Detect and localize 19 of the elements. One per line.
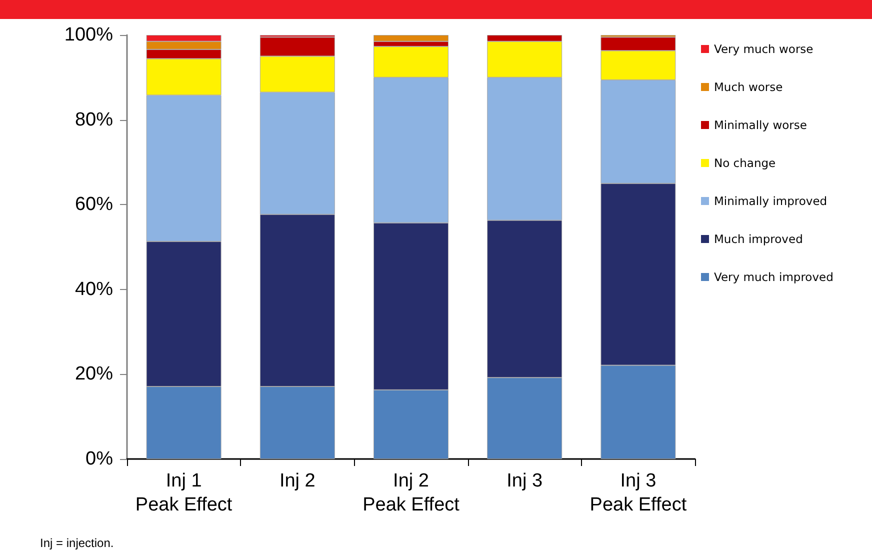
- legend-label: Minimally worse: [714, 118, 807, 132]
- legend-label: Very much improved: [714, 270, 834, 284]
- x-tick-label: Inj 2 Peak Effect: [362, 470, 460, 516]
- x-tick-label: Inj 2: [279, 470, 316, 492]
- y-tick-label: 0%: [86, 448, 114, 470]
- legend-label: Much worse: [714, 80, 783, 94]
- text: Inj = injection.: [40, 536, 114, 550]
- y-tick-label: 80%: [74, 109, 114, 130]
- legend-label: Very much worse: [714, 42, 814, 56]
- x-tick-label: Inj 3: [506, 470, 543, 492]
- legend-label: Minimally improved: [714, 194, 828, 208]
- y-tick-label: 20%: [74, 364, 114, 385]
- x-tick-label: Inj 3 Peak Effect: [590, 470, 688, 516]
- x-tick-label: Inj 1 Peak Effect: [135, 470, 233, 516]
- y-tick-label: 60%: [74, 194, 114, 216]
- legend-label: Much improved: [714, 232, 803, 246]
- y-tick-label: 40%: [74, 278, 114, 300]
- legend-label: No change: [714, 156, 776, 170]
- y-tick-label: 100%: [64, 24, 114, 46]
